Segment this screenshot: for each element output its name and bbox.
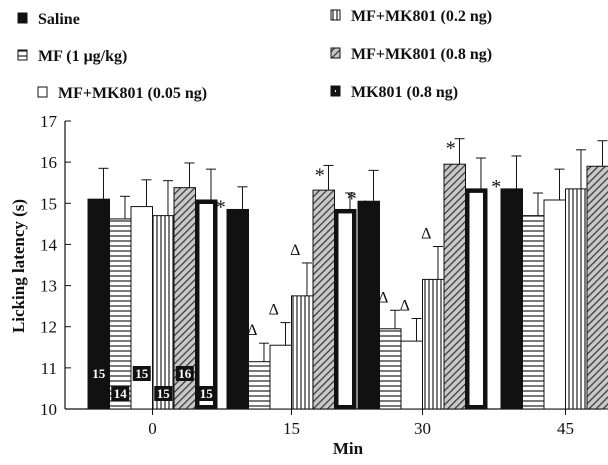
bar: [522, 215, 545, 410]
x-tick-label: 30: [414, 419, 431, 438]
legend-label: Saline: [38, 11, 80, 28]
bar: [443, 163, 466, 410]
sample-size-box: [111, 386, 130, 401]
significance-star: *: [347, 188, 357, 210]
significance-delta: Δ: [378, 289, 388, 306]
sample-size-label: 14: [114, 386, 128, 401]
legend-swatch: [17, 49, 28, 61]
y-tick-label: 17: [40, 112, 58, 131]
y-tick-label: 13: [40, 277, 57, 296]
sample-size-label: 16: [178, 366, 192, 381]
y-tick-label: 11: [41, 359, 57, 378]
significance-delta: Δ: [247, 322, 257, 339]
y-tick-label: 12: [40, 318, 57, 337]
y-tick-label: 14: [40, 235, 58, 254]
legend-item: MF+MK801 (0.2 ng): [330, 8, 492, 25]
bar: [565, 188, 588, 410]
legend-item: MK801 (0.8 ng): [330, 84, 458, 101]
legend-label: MK801 (0.8 ng): [351, 84, 458, 101]
y-tick-label: 16: [40, 153, 57, 172]
bar: [379, 328, 402, 410]
bar: [269, 344, 292, 410]
legend-swatch: [330, 85, 341, 97]
significance-star: *: [315, 164, 325, 186]
sample-size-label: 15: [92, 366, 106, 381]
x-axis-label: Min: [333, 439, 364, 458]
sample-size-box: [197, 386, 216, 401]
bars: [87, 138, 608, 410]
legend-swatch: [17, 12, 28, 24]
bar: [226, 208, 249, 410]
significance-delta: Δ: [421, 225, 431, 242]
bar: [291, 295, 314, 410]
bar: [422, 278, 445, 410]
sample-size-box: [154, 386, 173, 401]
bar: [334, 208, 357, 410]
significance-star: *: [216, 196, 226, 218]
sample-size-label: 15: [157, 386, 171, 401]
bar: [586, 165, 608, 410]
bar: [500, 188, 523, 410]
x-tick-label: 0: [148, 419, 157, 438]
bar: [109, 218, 132, 410]
legend-label: MF (1 μg/kg): [38, 48, 127, 65]
legend-item: MF+MK801 (0.05 ng): [37, 85, 207, 102]
sample-size-box: [132, 366, 151, 381]
bar: [357, 200, 380, 410]
axes: 10 11 12 13 14 15 16 17 0 15 30 45: [40, 112, 602, 438]
significance-star: *: [491, 176, 501, 198]
significance-star: *: [446, 138, 456, 160]
legend-label: MF+MK801 (0.2 ng): [351, 8, 492, 25]
y-tick-label: 10: [40, 400, 57, 419]
significance-delta: Δ: [269, 302, 279, 319]
bar: [400, 340, 423, 410]
sample-size-box: [175, 366, 194, 381]
bar: [465, 188, 488, 410]
significance-delta: Δ: [290, 242, 300, 259]
legend-swatch: [37, 86, 48, 98]
y-tick-label: 15: [40, 194, 57, 213]
bar: [152, 215, 175, 410]
x-tick-label: 45: [557, 419, 574, 438]
legend-swatch: [330, 47, 341, 59]
x-tick-label: 15: [283, 419, 300, 438]
sample-size-label: 15: [200, 386, 214, 401]
legend-label: MF+MK801 (0.8 ng): [351, 46, 492, 63]
legend: Saline MF (1 μg/kg) MF+MK801 (0.05 ng) MF+M…: [17, 8, 492, 102]
bar: [195, 199, 218, 410]
legend-label: MF+MK801 (0.05 ng): [58, 85, 207, 102]
bar: [312, 189, 335, 410]
sample-size-label: 15: [135, 366, 149, 381]
bar: [248, 361, 271, 410]
significance-star: *: [360, 196, 370, 218]
legend-item: MF+MK801 (0.8 ng): [330, 46, 492, 63]
bar: [543, 199, 566, 410]
sample-size-box: [89, 366, 108, 381]
legend-item: MF (1 μg/kg): [17, 48, 127, 65]
y-axis-label: Licking latency (s): [9, 199, 28, 333]
significance-delta: Δ: [400, 297, 410, 314]
legend-swatch: [330, 9, 341, 21]
legend-item: Saline: [17, 11, 80, 28]
